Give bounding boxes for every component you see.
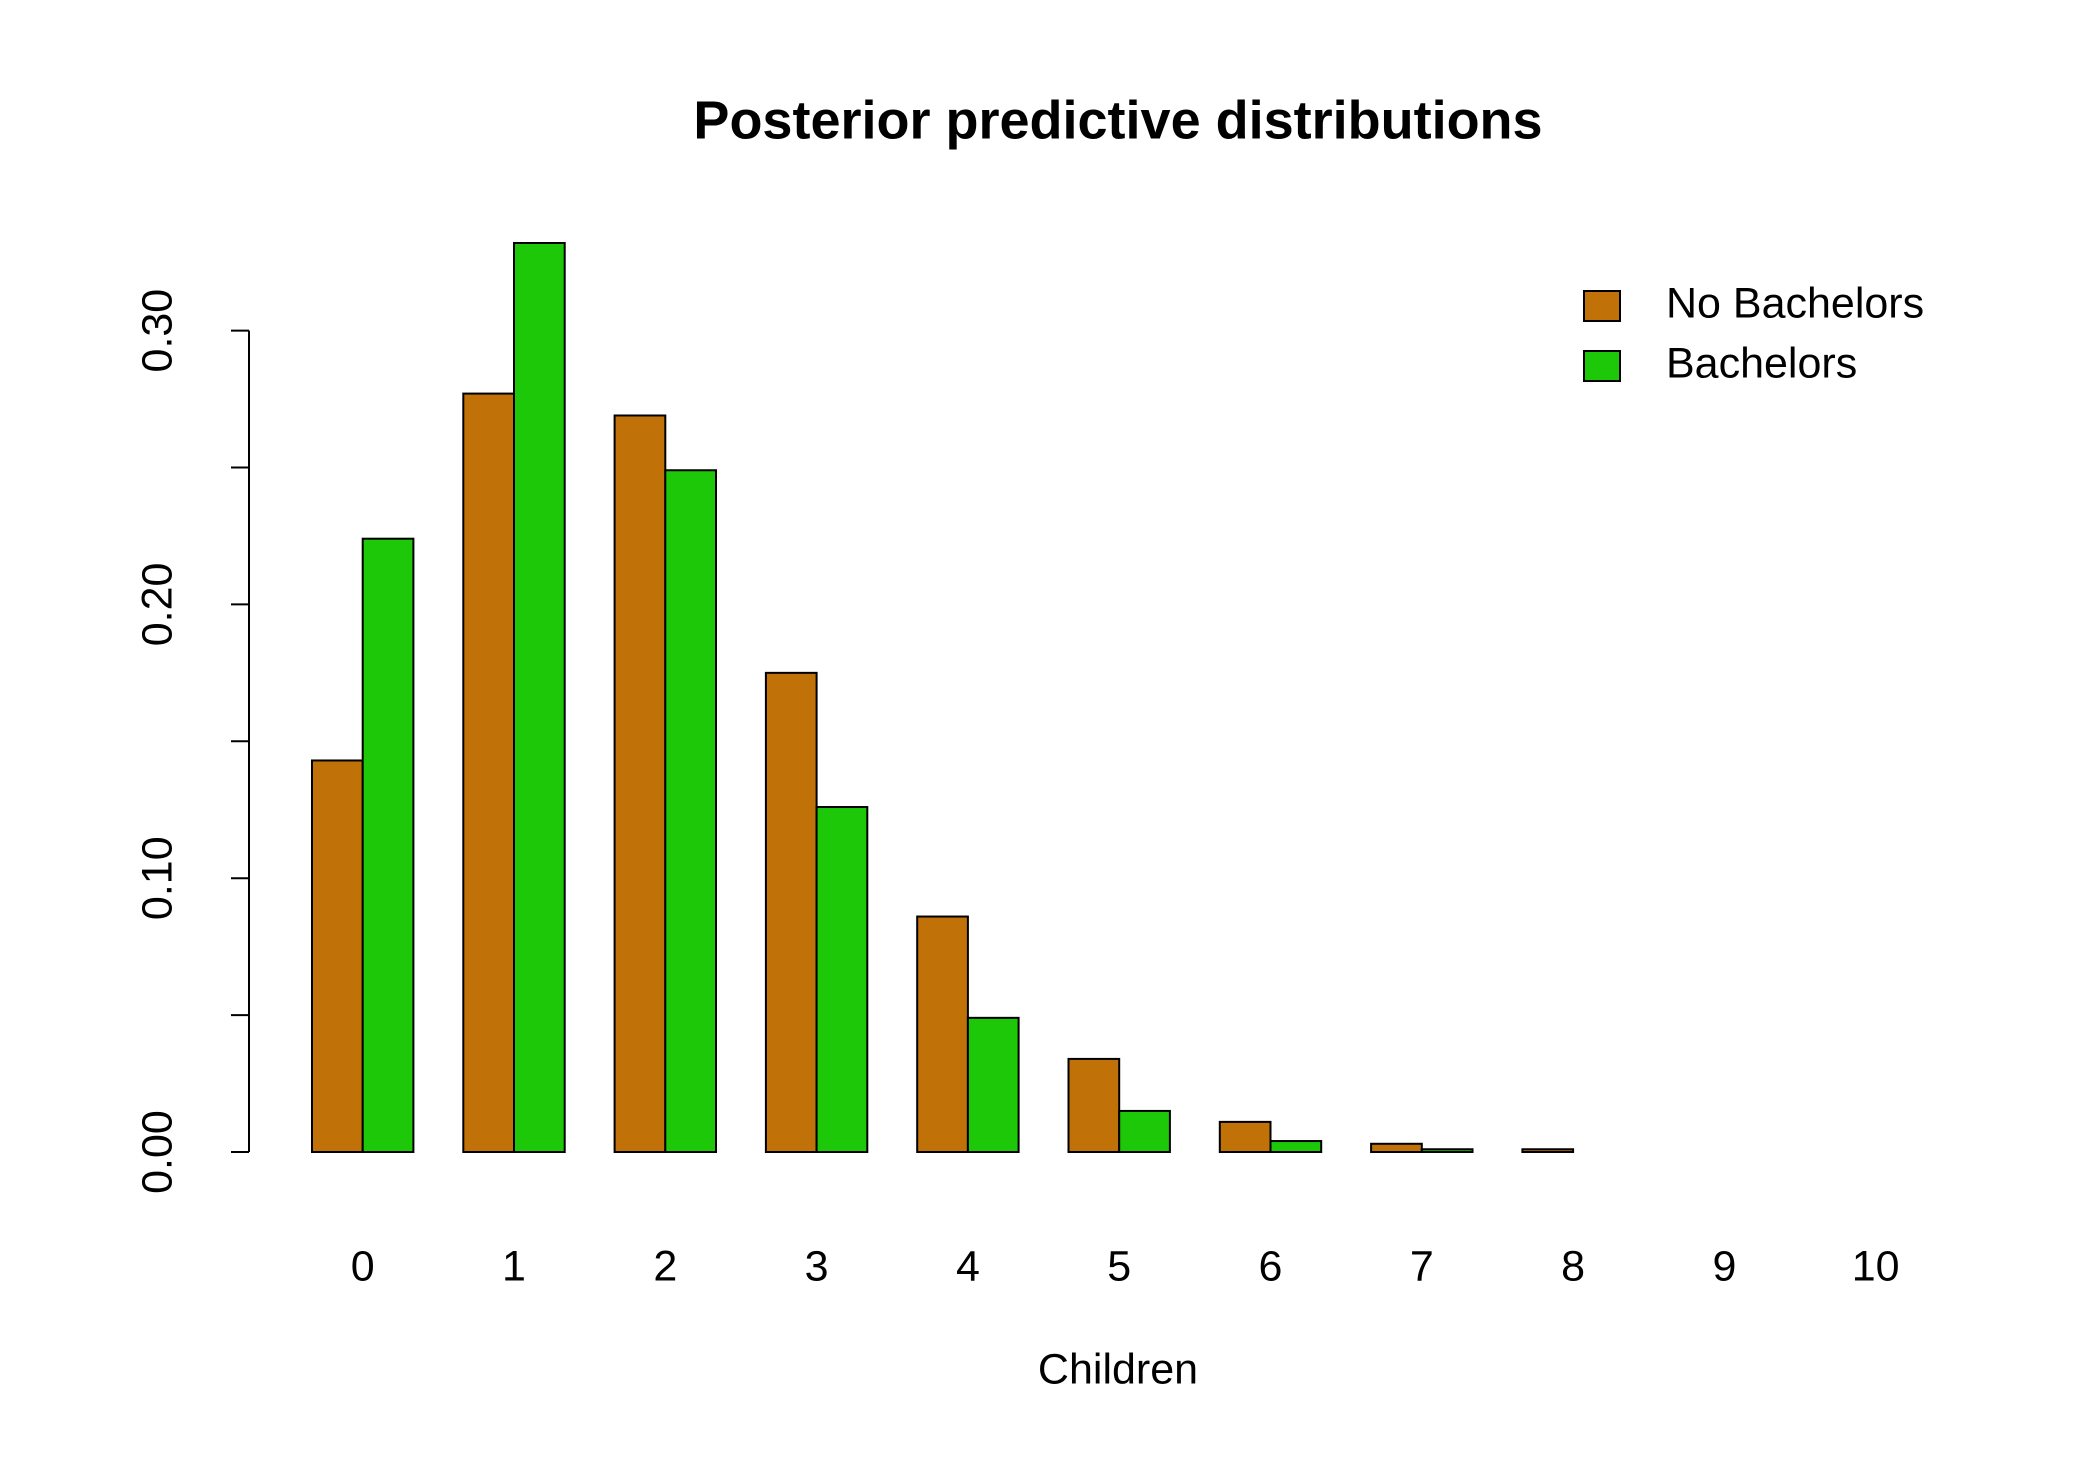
bar: [462, 392, 515, 1153]
x-tick-label: 2: [653, 1242, 677, 1290]
bar: [613, 414, 667, 1153]
legend-label: Bachelors: [1666, 339, 1857, 387]
x-tick-label: 1: [502, 1242, 526, 1290]
bar: [764, 671, 818, 1154]
bar: [1218, 1120, 1272, 1154]
y-tick-label: 0.30: [133, 289, 181, 373]
bar: [1118, 1109, 1171, 1153]
x-tick-label: 9: [1712, 1242, 1736, 1290]
x-tick-label: 5: [1107, 1242, 1131, 1290]
legend-swatch: [1583, 350, 1621, 382]
x-tick-label: 8: [1561, 1242, 1585, 1290]
y-tick-label: 0.00: [133, 1110, 181, 1194]
x-axis-label: Children: [1038, 1345, 1198, 1393]
y-tick-label: 0.20: [133, 563, 181, 647]
legend-label: No Bachelors: [1666, 279, 1924, 327]
x-tick-label: 7: [1410, 1242, 1434, 1290]
bar: [361, 537, 415, 1153]
bar: [664, 469, 717, 1153]
x-tick-label: 6: [1259, 1242, 1283, 1290]
bar: [513, 242, 566, 1153]
bar: [1269, 1140, 1323, 1154]
y-tick-label: 0.10: [133, 836, 181, 920]
bar: [1420, 1148, 1474, 1154]
bar: [916, 915, 969, 1153]
x-tick-label: 0: [351, 1242, 375, 1290]
x-tick-label: 10: [1852, 1242, 1900, 1290]
legend-swatch: [1583, 290, 1621, 322]
bar: [311, 759, 364, 1153]
x-tick-label: 4: [956, 1242, 980, 1290]
bar: [1370, 1142, 1423, 1153]
bar: [966, 1016, 1020, 1153]
chart-title: Posterior predictive distributions: [693, 90, 1542, 150]
bar: [1521, 1148, 1575, 1154]
x-tick-label: 3: [805, 1242, 829, 1290]
bar: [1067, 1057, 1121, 1154]
bar: [815, 806, 869, 1153]
